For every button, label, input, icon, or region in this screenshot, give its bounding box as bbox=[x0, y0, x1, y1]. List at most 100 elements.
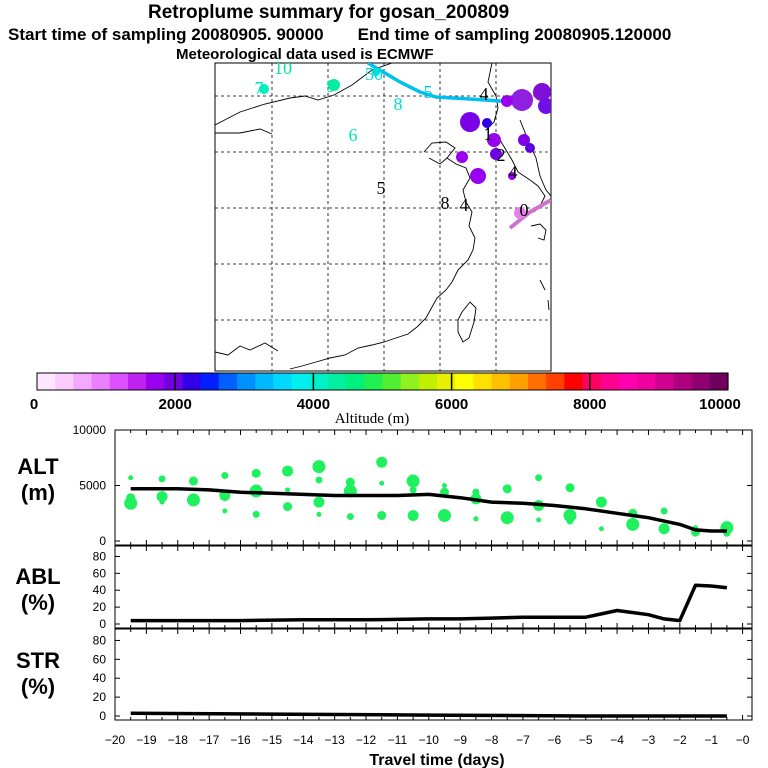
alt-scatter-point bbox=[441, 483, 447, 488]
colorbar-swatch bbox=[291, 373, 311, 390]
alt-scatter-point bbox=[406, 474, 420, 488]
cluster-dot bbox=[487, 133, 501, 147]
alt-scatter-point bbox=[598, 526, 604, 532]
alt-scatter-point bbox=[221, 472, 229, 480]
map-day-label: 2 bbox=[497, 145, 506, 165]
colorbar-swatch bbox=[127, 373, 147, 390]
x-tick-label: −18 bbox=[168, 733, 189, 747]
cluster-dot bbox=[482, 118, 492, 128]
alt-series-line bbox=[130, 487, 727, 533]
x-tick-label: −0 bbox=[736, 733, 750, 747]
abl-panel-frame bbox=[114, 545, 753, 629]
abl-label: ABL bbox=[15, 564, 60, 589]
alt-scatter-point bbox=[124, 496, 138, 510]
colorbar-swatch bbox=[200, 373, 220, 390]
alt-scatter-point bbox=[376, 456, 388, 468]
x-tick-label: −14 bbox=[293, 733, 314, 747]
map-day-label: 4 bbox=[480, 84, 489, 104]
altitude-colorbar: 0 2000 4000 6000 8000 10000 bbox=[30, 372, 741, 413]
alt-ytick-label: 10000 bbox=[73, 423, 107, 437]
alt-scatter-point bbox=[595, 496, 607, 508]
colorbar-swatch bbox=[346, 373, 365, 390]
alt-ytick-label: 0 bbox=[99, 534, 106, 548]
alt-scatter-point bbox=[379, 480, 385, 486]
alt-scatter-point bbox=[186, 493, 200, 507]
alt-scatter-point bbox=[536, 517, 542, 523]
alt-scatter-points bbox=[124, 456, 734, 537]
abl-ytick-label: 0 bbox=[99, 617, 106, 631]
alt-scatter-point bbox=[565, 483, 575, 493]
map-day-label: 1 bbox=[484, 124, 493, 144]
map-frame bbox=[214, 62, 552, 372]
cluster-dot bbox=[525, 143, 535, 153]
str-unit: (%) bbox=[21, 674, 55, 699]
x-tick-label: −5 bbox=[579, 733, 593, 747]
str-label: STR bbox=[16, 648, 60, 673]
sampling-times: Start time of sampling 20080905. 90000 En… bbox=[8, 25, 671, 45]
trajectory-mean bbox=[367, 63, 531, 105]
map-grid bbox=[215, 63, 551, 371]
cluster-dot bbox=[514, 207, 526, 219]
colorbar-swatch bbox=[400, 373, 420, 390]
x-tick-label: −4 bbox=[610, 733, 624, 747]
end-time: End time of sampling 20080905.120000 bbox=[357, 25, 672, 44]
cluster-dot bbox=[533, 83, 551, 101]
colorbar-tick-label: 0 bbox=[30, 396, 38, 413]
x-tick-label: −15 bbox=[262, 733, 283, 747]
alt-scatter-point bbox=[346, 513, 354, 521]
cluster-dot bbox=[460, 112, 480, 132]
str-ytick-label: 20 bbox=[93, 690, 107, 704]
alt-scatter-point bbox=[222, 508, 228, 514]
colorbar-swatch bbox=[109, 373, 129, 390]
str-panel-frame bbox=[114, 628, 753, 721]
cluster-dot bbox=[518, 134, 530, 146]
alt-scatter-point bbox=[345, 477, 355, 487]
map-day-label: 6 bbox=[349, 125, 358, 145]
cluster-dot bbox=[328, 79, 340, 91]
abl-unit: (%) bbox=[21, 590, 55, 615]
alt-scatter-point bbox=[502, 484, 512, 494]
str-ytick-label: 60 bbox=[93, 652, 107, 666]
alt-scatter-point bbox=[285, 487, 291, 493]
colorbar-swatch bbox=[618, 373, 638, 390]
alt-scatter-point bbox=[626, 517, 640, 531]
x-tick-label: −6 bbox=[547, 733, 561, 747]
colorbar-swatch bbox=[473, 373, 493, 390]
map-day-label: 5 bbox=[424, 82, 433, 102]
str-ytick-label: 40 bbox=[93, 671, 107, 685]
colorbar-tick-label: 8000 bbox=[573, 396, 606, 413]
alt-scatter-point bbox=[128, 475, 134, 481]
colorbar-swatch bbox=[509, 373, 529, 390]
alt-scatter-point bbox=[535, 474, 543, 482]
colorbar-swatch bbox=[91, 373, 111, 390]
cluster-dot bbox=[456, 151, 468, 163]
colorbar-swatch bbox=[455, 373, 475, 390]
colorbar-tick-label: 6000 bbox=[435, 396, 468, 413]
colorbar-swatch bbox=[491, 373, 511, 390]
colorbar-swatch bbox=[218, 373, 238, 390]
colorbar-swatch bbox=[327, 373, 347, 390]
map-day-label: 10 bbox=[274, 58, 292, 78]
abl-series-line bbox=[130, 583, 728, 623]
x-tick-label: −17 bbox=[199, 733, 220, 747]
colorbar-swatch bbox=[146, 373, 165, 390]
x-tick-label: −20 bbox=[105, 733, 126, 747]
alt-scatter-point bbox=[437, 508, 451, 522]
cluster-dot bbox=[372, 68, 380, 76]
colorbar-swatch bbox=[382, 373, 402, 390]
panel-frames bbox=[114, 429, 753, 721]
alt-label: ALT bbox=[17, 454, 59, 479]
x-tick-label: −11 bbox=[388, 733, 408, 747]
colorbar-swatch bbox=[55, 373, 74, 390]
colorbar-swatch bbox=[364, 373, 384, 390]
colorbar-swatch bbox=[673, 373, 693, 390]
alt-scatter-point bbox=[316, 511, 322, 517]
colorbar-tick-label: 4000 bbox=[297, 396, 330, 413]
particle-clusters bbox=[259, 68, 551, 219]
map-day-label: 8 bbox=[441, 193, 450, 213]
alt-scatter-point bbox=[156, 491, 168, 503]
